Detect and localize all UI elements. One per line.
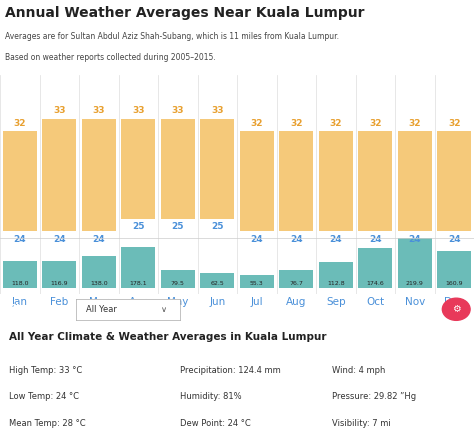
Text: 116.9: 116.9 bbox=[50, 281, 68, 286]
Bar bbox=[121, 119, 155, 219]
Text: 79.5: 79.5 bbox=[171, 281, 185, 286]
Text: 33: 33 bbox=[92, 106, 105, 115]
Text: Averages are for Sultan Abdul Aziz Shah-Subang, which is 11 miles from Kuala Lum: Averages are for Sultan Abdul Aziz Shah-… bbox=[5, 32, 339, 40]
Text: 32: 32 bbox=[409, 118, 421, 128]
Text: Showing:: Showing: bbox=[9, 304, 61, 314]
Text: 24: 24 bbox=[409, 234, 421, 243]
Text: 160.9: 160.9 bbox=[446, 281, 463, 286]
Text: 24: 24 bbox=[53, 234, 65, 243]
Text: 24: 24 bbox=[329, 234, 342, 243]
Bar bbox=[161, 270, 194, 288]
Text: Annual Weather Averages Near Kuala Lumpur: Annual Weather Averages Near Kuala Lumpu… bbox=[5, 6, 364, 20]
Text: High Temp: 33 °C: High Temp: 33 °C bbox=[9, 366, 83, 375]
Bar bbox=[438, 251, 471, 288]
Text: 178.1: 178.1 bbox=[129, 281, 147, 286]
Text: 32: 32 bbox=[369, 118, 382, 128]
Text: 32: 32 bbox=[329, 118, 342, 128]
Bar bbox=[3, 261, 36, 288]
Text: 24: 24 bbox=[290, 234, 302, 243]
Text: 118.0: 118.0 bbox=[11, 281, 28, 286]
Text: Mean Temp: 28 °C: Mean Temp: 28 °C bbox=[9, 419, 86, 427]
Text: 25: 25 bbox=[211, 222, 224, 231]
Bar bbox=[438, 132, 471, 231]
Text: Wind: 4 mph: Wind: 4 mph bbox=[332, 366, 385, 375]
Text: 33: 33 bbox=[211, 106, 224, 115]
Text: 25: 25 bbox=[172, 222, 184, 231]
Bar bbox=[161, 119, 194, 219]
Bar bbox=[280, 132, 313, 231]
Bar bbox=[398, 132, 431, 231]
Bar bbox=[201, 119, 234, 219]
Bar bbox=[240, 132, 273, 231]
Text: 32: 32 bbox=[290, 118, 302, 128]
Text: 32: 32 bbox=[13, 118, 26, 128]
Bar bbox=[3, 132, 36, 231]
Bar bbox=[319, 262, 353, 288]
Text: 112.8: 112.8 bbox=[327, 281, 345, 286]
Text: Based on weather reports collected during 2005–2015.: Based on weather reports collected durin… bbox=[5, 53, 216, 62]
Text: 24: 24 bbox=[13, 234, 26, 243]
Bar bbox=[43, 119, 76, 231]
Bar bbox=[121, 247, 155, 288]
Text: Precipitation: 124.4 mm: Precipitation: 124.4 mm bbox=[180, 366, 281, 375]
Text: 219.9: 219.9 bbox=[406, 281, 424, 286]
Text: 33: 33 bbox=[53, 106, 65, 115]
Text: Low Temp: 24 °C: Low Temp: 24 °C bbox=[9, 392, 80, 401]
Text: All Year Climate & Weather Averages in Kuala Lumpur: All Year Climate & Weather Averages in K… bbox=[9, 332, 327, 342]
Text: 76.7: 76.7 bbox=[289, 281, 303, 286]
Bar bbox=[280, 270, 313, 288]
Bar bbox=[319, 132, 353, 231]
Text: 24: 24 bbox=[448, 234, 461, 243]
Bar bbox=[43, 261, 76, 288]
Text: Pressure: 29.82 ”Hg: Pressure: 29.82 ”Hg bbox=[332, 392, 416, 401]
Text: 24: 24 bbox=[92, 234, 105, 243]
Text: 62.5: 62.5 bbox=[210, 281, 224, 286]
Bar bbox=[358, 132, 392, 231]
Text: 32: 32 bbox=[250, 118, 263, 128]
Text: Dew Point: 24 °C: Dew Point: 24 °C bbox=[180, 419, 251, 427]
Text: 138.0: 138.0 bbox=[90, 281, 108, 286]
Bar bbox=[82, 256, 116, 288]
Bar bbox=[201, 273, 234, 288]
Text: 174.6: 174.6 bbox=[366, 281, 384, 286]
Text: 33: 33 bbox=[172, 106, 184, 115]
Text: Humidity: 81%: Humidity: 81% bbox=[180, 392, 242, 401]
Bar bbox=[398, 238, 431, 288]
Text: 24: 24 bbox=[250, 234, 263, 243]
Text: 32: 32 bbox=[448, 118, 461, 128]
Text: 24: 24 bbox=[369, 234, 382, 243]
Bar bbox=[82, 119, 116, 231]
Bar bbox=[240, 275, 273, 288]
Text: 25: 25 bbox=[132, 222, 145, 231]
Bar bbox=[358, 248, 392, 288]
Text: Visibility: 7 mi: Visibility: 7 mi bbox=[332, 419, 391, 427]
Text: 55.3: 55.3 bbox=[250, 281, 264, 286]
Text: 33: 33 bbox=[132, 106, 145, 115]
